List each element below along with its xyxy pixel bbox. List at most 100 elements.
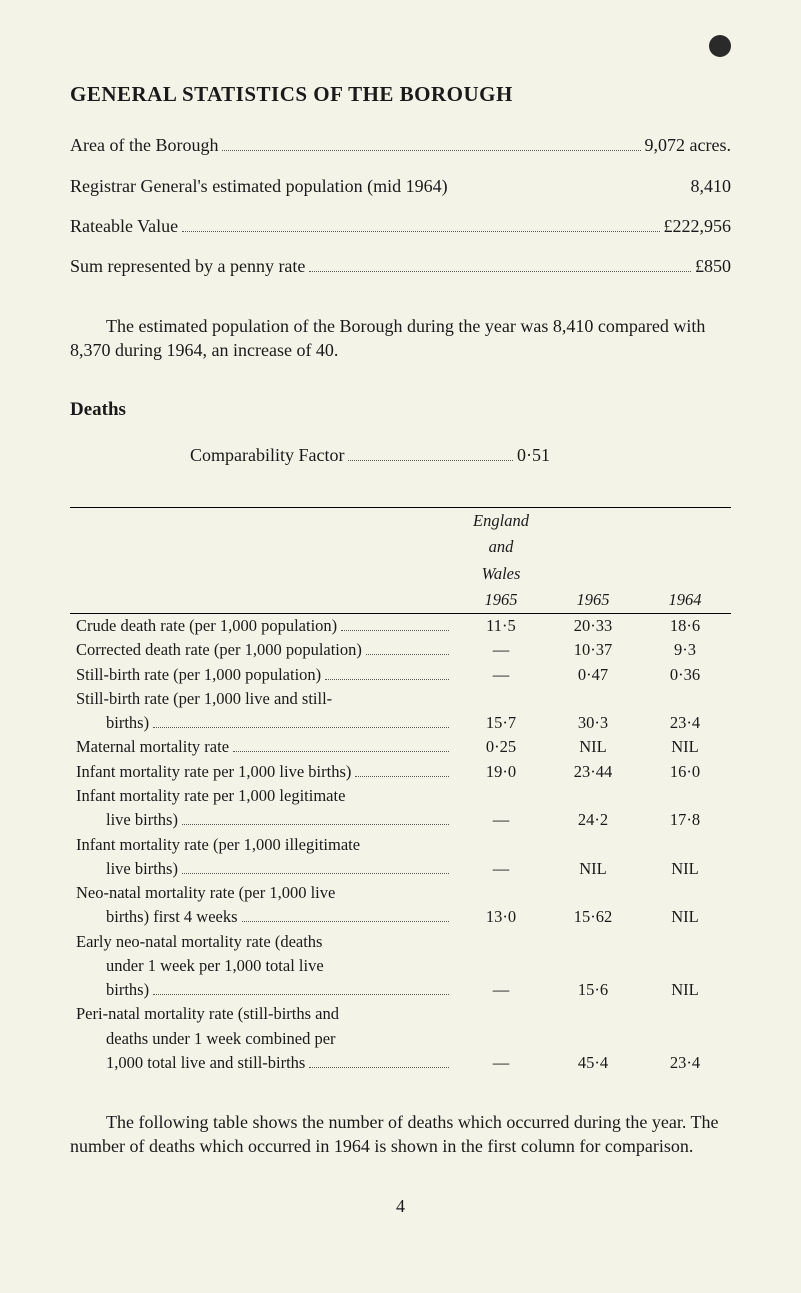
- leader-dots: [309, 257, 691, 272]
- row-label: live births): [106, 809, 178, 831]
- table-row: Corrected death rate (per 1,000 populati…: [70, 638, 731, 662]
- row-label: Neo-natal mortality rate (per 1,000 live: [76, 882, 335, 904]
- cell-value: 0·36: [639, 663, 731, 687]
- row-label: births) first 4 weeks: [106, 906, 238, 928]
- page-title: GENERAL STATISTICS OF THE BOROUGH: [70, 80, 731, 108]
- table-row: Infant mortality rate (per 1,000 illegit…: [70, 833, 731, 857]
- row-label: Crude death rate (per 1,000 population): [76, 615, 337, 637]
- col-year: 1965: [455, 587, 547, 614]
- leader-dots: [355, 763, 449, 777]
- cell-value: 45·4: [547, 1051, 639, 1075]
- cell-value: —: [455, 808, 547, 832]
- cell-value: 16·0: [639, 760, 731, 784]
- cell-value: [547, 687, 639, 711]
- table-row: deaths under 1 week combined per: [70, 1027, 731, 1051]
- cell-value: [547, 833, 639, 857]
- table-row: Still-birth rate (per 1,000 population)—…: [70, 663, 731, 687]
- row-label: births): [106, 712, 149, 734]
- leader-dots: [309, 1054, 449, 1068]
- table-row: Early neo-natal mortality rate (deaths: [70, 930, 731, 954]
- cell-value: [639, 954, 731, 978]
- cell-value: 23·4: [639, 1051, 731, 1075]
- leader-dots: [341, 617, 449, 631]
- stat-label: Registrar General's estimated population…: [70, 174, 448, 198]
- table-row: live births) —24·217·8: [70, 808, 731, 832]
- cell-value: 15·62: [547, 905, 639, 929]
- cell-value: [547, 954, 639, 978]
- cell-value: 18·6: [639, 614, 731, 639]
- cell-value: [639, 784, 731, 808]
- table-row: Still-birth rate (per 1,000 live and sti…: [70, 687, 731, 711]
- row-label: births): [106, 979, 149, 1001]
- cell-value: 0·25: [455, 735, 547, 759]
- table-row: Infant mortality rate per 1,000 legitima…: [70, 784, 731, 808]
- cell-value: 19·0: [455, 760, 547, 784]
- cell-value: [639, 881, 731, 905]
- leader-dots: [182, 860, 449, 874]
- cell-value: 0·47: [547, 663, 639, 687]
- stat-label: Rateable Value: [70, 214, 178, 238]
- cell-value: —: [455, 1051, 547, 1075]
- cell-value: [639, 1027, 731, 1051]
- leader-dots: [233, 738, 449, 752]
- cell-value: 20·33: [547, 614, 639, 639]
- stat-value: 8,410: [691, 174, 732, 198]
- cell-value: [455, 833, 547, 857]
- stat-penny: Sum represented by a penny rate £850: [70, 254, 731, 278]
- intro-paragraph: The estimated population of the Borough …: [70, 314, 731, 363]
- leader-dots: [182, 217, 659, 232]
- cell-value: 17·8: [639, 808, 731, 832]
- cell-value: 13·0: [455, 905, 547, 929]
- closing-paragraph: The following table shows the number of …: [70, 1110, 731, 1159]
- cell-value: NIL: [639, 857, 731, 881]
- cell-value: [455, 930, 547, 954]
- cell-value: 11·5: [455, 614, 547, 639]
- row-label: Peri-natal mortality rate (still-births …: [76, 1003, 339, 1025]
- leader-dots: [242, 908, 449, 922]
- row-label: 1,000 total live and still-births: [106, 1052, 305, 1074]
- stat-population: Registrar General's estimated population…: [70, 174, 731, 198]
- stat-label: Sum represented by a penny rate: [70, 254, 305, 278]
- col-year: 1964: [639, 587, 731, 614]
- row-label: Maternal mortality rate: [76, 736, 229, 758]
- table-row: Peri-natal mortality rate (still-births …: [70, 1002, 731, 1026]
- cell-value: —: [455, 857, 547, 881]
- cell-value: [455, 1002, 547, 1026]
- row-label: Early neo-natal mortality rate (deaths: [76, 931, 322, 953]
- stat-area: Area of the Borough 9,072 acres.: [70, 133, 731, 157]
- cell-value: [639, 1002, 731, 1026]
- cell-value: [547, 930, 639, 954]
- table-row: Crude death rate (per 1,000 population) 1…: [70, 614, 731, 639]
- stat-label: Area of the Borough: [70, 133, 218, 157]
- cell-value: 23·4: [639, 711, 731, 735]
- cell-value: 15·7: [455, 711, 547, 735]
- cell-value: —: [455, 978, 547, 1002]
- row-label: Corrected death rate (per 1,000 populati…: [76, 639, 362, 661]
- comparability-value: 0·51: [517, 443, 550, 467]
- cell-value: NIL: [639, 978, 731, 1002]
- leader-dots: [348, 445, 513, 460]
- cell-value: —: [455, 663, 547, 687]
- leader-dots: [153, 714, 449, 728]
- table-row: live births)—NILNIL: [70, 857, 731, 881]
- cell-value: 23·44: [547, 760, 639, 784]
- col-header: England: [455, 508, 547, 535]
- leader-dots: [325, 665, 449, 679]
- cell-value: [455, 881, 547, 905]
- stat-value: 9,072 acres.: [645, 133, 731, 157]
- cell-value: —: [455, 638, 547, 662]
- cell-value: [455, 687, 547, 711]
- cell-value: 10·37: [547, 638, 639, 662]
- stat-value: £222,956: [664, 214, 732, 238]
- stat-value: £850: [695, 254, 731, 278]
- cell-value: [455, 784, 547, 808]
- cell-value: 24·2: [547, 808, 639, 832]
- row-label: Infant mortality rate (per 1,000 illegit…: [76, 834, 360, 856]
- row-label: Still-birth rate (per 1,000 live and sti…: [76, 688, 332, 710]
- col-year: 1965: [547, 587, 639, 614]
- row-label: Infant mortality rate per 1,000 live bir…: [76, 761, 351, 783]
- cell-value: 9·3: [639, 638, 731, 662]
- cell-value: [547, 1027, 639, 1051]
- table-row: 1,000 total live and still-births —45·423…: [70, 1051, 731, 1075]
- leader-dots: [153, 981, 449, 995]
